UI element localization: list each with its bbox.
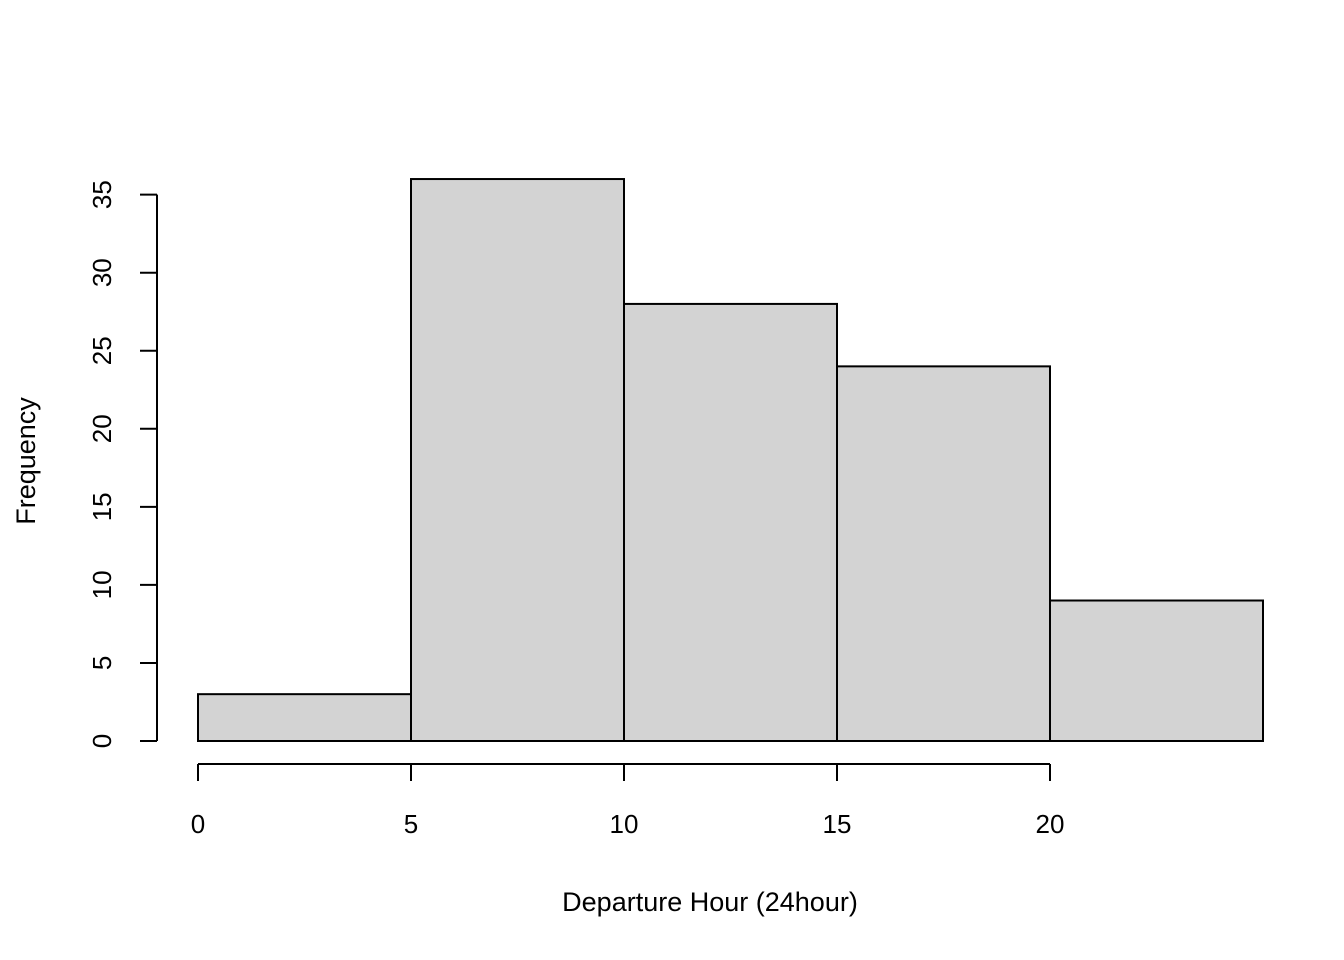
histogram-bar xyxy=(836,365,1051,742)
histogram-bar xyxy=(1049,599,1264,743)
y-tick-label: 25 xyxy=(87,336,117,365)
y-axis-title: Frequency xyxy=(11,397,41,525)
x-tick-label: 5 xyxy=(404,809,418,839)
histogram-bar xyxy=(410,178,625,743)
x-axis-title: Departure Hour (24hour) xyxy=(562,887,858,917)
x-tick-label: 15 xyxy=(823,809,852,839)
y-tick-label: 0 xyxy=(87,734,117,748)
y-tick-label: 10 xyxy=(87,570,117,599)
histogram-bar xyxy=(197,693,412,742)
y-tick-label: 20 xyxy=(87,414,117,443)
y-axis: 0 5 10 15 20 25 30 35 xyxy=(87,180,158,748)
y-tick-label: 35 xyxy=(87,180,117,209)
x-tick-label: 20 xyxy=(1036,809,1065,839)
x-tick-label: 0 xyxy=(191,809,205,839)
y-tick-label: 15 xyxy=(87,492,117,521)
x-axis: 0 5 10 15 20 xyxy=(191,763,1065,839)
histogram-bars xyxy=(197,178,1264,743)
y-tick-label: 30 xyxy=(87,258,117,287)
x-tick-label: 10 xyxy=(610,809,639,839)
histogram-bar xyxy=(623,302,838,742)
y-tick-label: 5 xyxy=(87,656,117,670)
